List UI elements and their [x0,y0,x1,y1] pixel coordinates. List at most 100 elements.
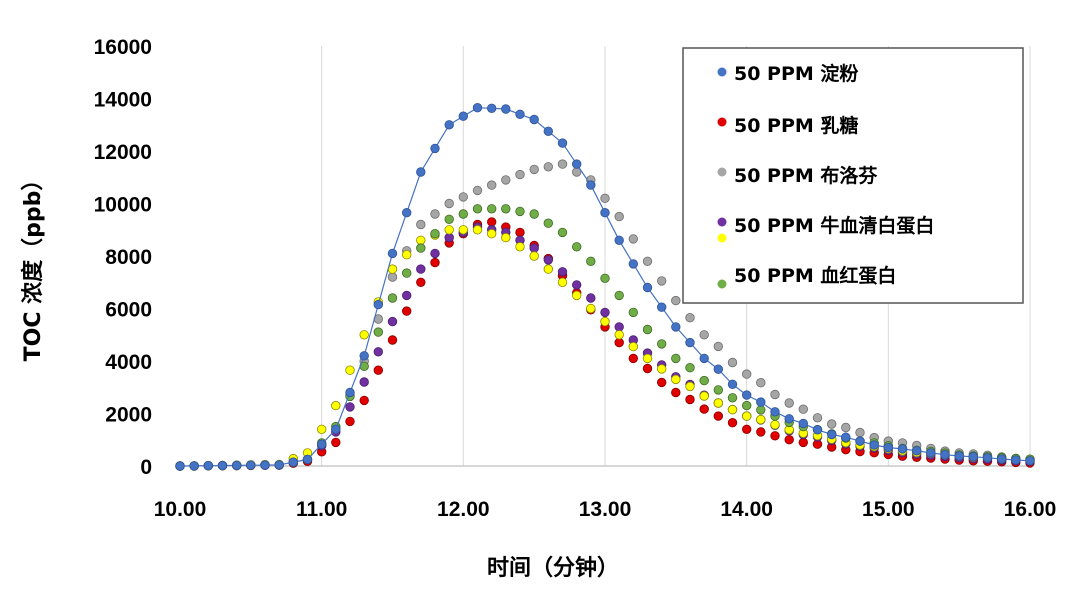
data-point [642,282,653,293]
data-point [784,414,794,424]
data-point [515,169,525,180]
data-point [345,416,355,427]
data-point [756,414,766,425]
data-point [373,365,384,375]
x-tick-label: 14.00 [720,498,773,521]
legend-marker-secondary [717,217,727,227]
data-point [742,390,752,400]
data-point [657,302,667,312]
data-point [288,457,299,467]
x-tick-label: 10.00 [154,498,207,521]
data-point [302,454,313,465]
data-point [246,460,256,470]
legend-label: 50 PPM 乳糖 [734,114,858,137]
x-tick-label: 12.00 [437,498,490,521]
y-tick-labels: 0 2000 4000 6000 8000 10000 12000 14000 16000 [94,36,152,479]
data-point [685,363,695,373]
data-point [387,316,398,327]
data-point [572,290,582,301]
data-point [1025,456,1035,466]
data-point [416,219,426,230]
data-point [883,442,894,453]
data-point [727,393,738,403]
y-tick-label: 2000 [105,404,152,427]
data-point [600,193,610,204]
data-point [515,206,525,217]
data-point [543,255,554,265]
data-point [217,460,228,471]
data-point [586,293,596,303]
data-point [416,277,426,288]
data-point [841,432,851,442]
data-point [189,461,199,471]
data-point [572,159,582,169]
data-point [387,272,398,282]
data-point [770,431,780,441]
data-point [543,218,554,228]
data-point [487,103,497,114]
data-point [472,185,483,196]
data-point [359,330,369,340]
data-point [671,374,681,385]
data-point [642,363,653,374]
data-point [458,209,469,219]
data-point [260,460,270,470]
data-point [572,242,582,252]
data-point [501,175,511,185]
data-point [940,450,950,460]
legend-marker [717,233,727,243]
data-point [713,385,724,395]
data-point [699,375,709,386]
data-point [812,413,823,423]
legend-marker [717,67,727,77]
data-point [699,404,709,414]
data-point [487,180,497,190]
x-tick-label: 13.00 [579,498,632,521]
data-point [472,204,483,214]
data-point [926,448,936,458]
data-point [345,387,355,398]
data-point [430,248,440,259]
data-point [671,322,681,332]
data-point [529,251,539,261]
y-tick-label: 16000 [94,36,152,59]
data-point [756,378,766,388]
data-point [614,211,624,222]
data-point [430,228,440,239]
data-point [487,204,497,214]
data-point [727,404,738,415]
data-point [827,419,837,429]
data-point [742,424,752,435]
data-point [798,437,809,448]
data-point [742,400,752,411]
data-point [416,264,426,274]
data-point [642,324,653,335]
y-tick-label: 4000 [105,351,152,374]
data-point [1011,455,1021,465]
data-point [727,357,738,368]
data-point [203,461,214,471]
legend-item-ibuprofen: 50 PPM 布洛芬 [717,164,878,187]
data-point [642,256,653,267]
data-point [175,461,185,471]
data-point [586,303,596,314]
data-point [543,162,554,172]
data-point [501,104,511,114]
data-point [699,391,709,401]
legend-label: 50 PPM 血红蛋白 [734,264,896,287]
data-point [458,111,469,121]
data-point [671,387,681,398]
data-point [430,209,440,219]
legend-item-bsa: 50 PPM 牛血清白蛋白 [717,214,934,243]
data-point [402,290,412,301]
x-tick-label: 16.00 [1004,498,1057,521]
data-point [487,228,497,239]
data-point [798,418,809,429]
data-point [557,138,568,148]
data-point [628,234,639,244]
data-point [685,381,695,392]
data-point [331,424,341,435]
data-point [515,109,525,120]
data-point [515,242,525,252]
